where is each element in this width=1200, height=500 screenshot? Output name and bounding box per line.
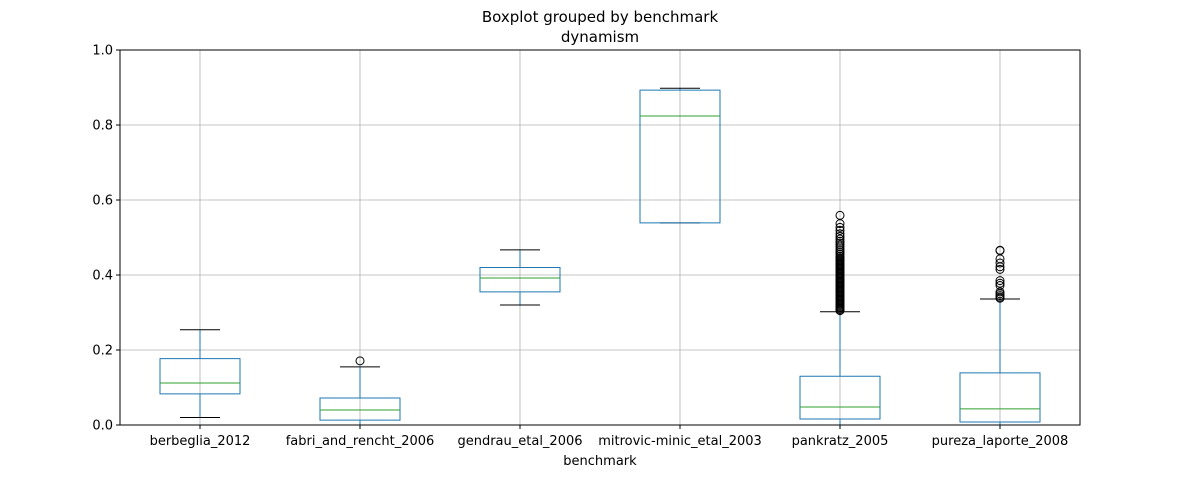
outlier-point bbox=[995, 245, 1005, 255]
x-tick-label: berbeglia_2012 bbox=[150, 434, 251, 449]
outlier-point bbox=[995, 258, 1005, 268]
box-group-gendrau_etal_2006 bbox=[479, 249, 561, 306]
outlier-point bbox=[995, 264, 1005, 274]
iqr-box bbox=[799, 375, 881, 420]
iqr-box bbox=[639, 89, 721, 224]
x-tick-label: gendrau_etal_2006 bbox=[457, 434, 582, 449]
outlier-point bbox=[995, 281, 1005, 290]
outlier-point bbox=[995, 276, 1005, 286]
x-tick-label: pureza_laporte_2008 bbox=[932, 434, 1069, 449]
chart-title: Boxplot grouped by benchmark bbox=[482, 8, 719, 26]
x-tick-label: mitrovic-minic_etal_2003 bbox=[598, 434, 762, 449]
box-group-pankratz_2005 bbox=[799, 210, 881, 426]
box-group-mitrovic-minic_etal_2003 bbox=[639, 87, 721, 224]
x-tick-label: pankratz_2005 bbox=[792, 434, 889, 449]
y-axis-ticks: 0.0 0.2 0.4 0.6 0.8 1.0 bbox=[92, 44, 120, 434]
y-tick-label: 0.2 bbox=[92, 344, 113, 359]
boxes bbox=[159, 87, 1041, 426]
box-group-fabri_and_rencht_2006 bbox=[319, 356, 401, 426]
chart-subtitle: dynamism bbox=[561, 28, 639, 46]
outlier-point bbox=[835, 234, 845, 244]
y-tick-label: 0.8 bbox=[92, 119, 113, 134]
y-tick-label: 1.0 bbox=[92, 44, 113, 59]
y-tick-label: 0.6 bbox=[92, 194, 113, 209]
iqr-box bbox=[479, 267, 561, 293]
outlier-point bbox=[835, 225, 845, 235]
outlier-point bbox=[995, 278, 1005, 288]
grid-lines bbox=[120, 49, 1080, 426]
outlier-point bbox=[355, 356, 365, 366]
iqr-box bbox=[959, 372, 1041, 423]
x-axis-title: benchmark bbox=[563, 454, 637, 469]
iqr-box bbox=[159, 358, 241, 395]
y-tick-label: 0.0 bbox=[92, 419, 113, 434]
outlier-point bbox=[835, 231, 845, 241]
axes bbox=[119, 49, 1081, 426]
outlier-point bbox=[995, 287, 1005, 297]
outlier-point bbox=[835, 210, 845, 220]
outlier-point bbox=[835, 222, 845, 232]
plot-frame bbox=[119, 49, 1081, 426]
x-axis-ticks: berbeglia_2012 fabri_and_rencht_2006 gendr… bbox=[150, 425, 1069, 449]
iqr-box bbox=[319, 397, 401, 421]
x-tick-label: fabri_and_rencht_2006 bbox=[286, 434, 435, 449]
outlier-point bbox=[835, 229, 845, 239]
box-group-berbeglia_2012 bbox=[159, 329, 241, 418]
y-tick-label: 0.4 bbox=[92, 269, 113, 284]
